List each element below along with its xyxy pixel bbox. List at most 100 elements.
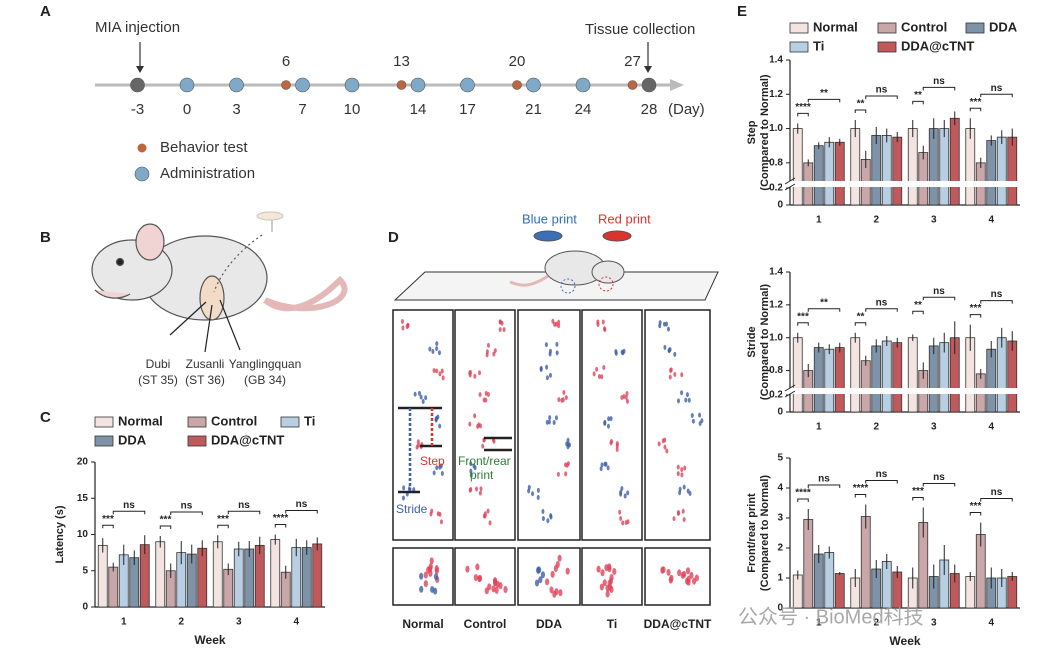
sig-bracket: [865, 95, 898, 99]
footprint: [419, 585, 424, 593]
footprint: [680, 390, 684, 396]
footprint: [478, 490, 482, 496]
y-axis-label: Stride: [746, 326, 758, 357]
y-tick-label: 20: [77, 457, 89, 468]
timeline-day-label: 13: [393, 53, 410, 70]
footprint: [503, 585, 508, 593]
footprint: [473, 465, 477, 471]
legend-label: DDA: [118, 432, 147, 447]
bar: [155, 541, 166, 608]
footprint: [623, 493, 627, 499]
bar: [939, 128, 950, 206]
footprint: [565, 567, 570, 575]
footprint: [421, 399, 425, 405]
y-tick-label: 1.0: [769, 332, 783, 343]
footprint: [677, 569, 682, 577]
footprint: [438, 464, 442, 470]
bar: [813, 145, 824, 206]
bar: [803, 519, 814, 609]
footprint: [400, 319, 404, 325]
footprint: [554, 415, 558, 421]
footprint: [423, 580, 428, 588]
footprint: [619, 491, 623, 497]
sig-label: ***: [102, 514, 114, 525]
y-tick-label: 1.4: [769, 55, 783, 66]
footprint: [566, 437, 570, 443]
timeline-day-label: 6: [282, 53, 290, 70]
timeline-day-label: 3: [232, 101, 240, 118]
footprint: [435, 368, 439, 374]
footprint: [432, 470, 436, 476]
legend-swatch: [877, 41, 897, 53]
acupoint-name: Yanglingquan: [229, 357, 302, 371]
footprint: [624, 520, 628, 526]
y-tick-label: 0: [777, 603, 783, 614]
footprint: [562, 390, 566, 396]
footprint: [483, 511, 487, 517]
bar: [892, 342, 903, 413]
timeline-point: [526, 77, 541, 93]
sig-bracket: [807, 484, 841, 488]
bar: [907, 337, 918, 413]
footprint: [592, 371, 596, 377]
legend-swatch: [280, 416, 300, 428]
footprint: [485, 352, 489, 358]
footprint: [680, 467, 684, 473]
timeline-day-label: 27: [624, 53, 641, 70]
sig-label: ns: [181, 501, 193, 512]
gait-label: Red print: [598, 211, 651, 226]
footprint: [614, 350, 618, 356]
bar: [254, 544, 265, 608]
footprint: [673, 372, 677, 378]
sig-bracket: [922, 296, 956, 301]
x-tick-label: 1: [816, 215, 822, 226]
timeline-point: [229, 77, 244, 93]
sig-bracket: [807, 98, 841, 103]
sig-bracket: [854, 109, 867, 113]
panel-letter: E: [737, 3, 747, 20]
footprint: [475, 486, 479, 492]
legend-marker: [134, 166, 150, 182]
axis-break-mark: [784, 177, 796, 185]
sig-label: ***: [970, 501, 982, 512]
x-axis-label: Week: [194, 633, 225, 647]
footprint: [658, 320, 662, 326]
sig-bracket: [980, 93, 1013, 98]
timeline-point: [344, 77, 360, 93]
sig-bracket: [865, 480, 898, 484]
legend-label: Control: [211, 413, 257, 428]
bar: [197, 547, 208, 608]
footprint: [492, 577, 498, 585]
bar: [1007, 340, 1018, 413]
bar: [233, 548, 244, 608]
gait-panel: [392, 309, 711, 606]
footprint: [438, 423, 442, 429]
sig-label: **: [857, 311, 865, 322]
footprint: [536, 566, 542, 574]
footprint: [527, 488, 531, 494]
timeline-point: [281, 80, 291, 90]
footprint: [558, 589, 563, 597]
footprint: [473, 574, 478, 582]
footprint: [666, 568, 671, 576]
footprint: [551, 318, 555, 324]
bar: [871, 135, 882, 206]
bar: [792, 337, 803, 413]
footprint: [678, 490, 682, 496]
footprint: [549, 586, 554, 594]
footprint: [564, 471, 568, 477]
bar: [792, 128, 803, 206]
gait-group-label: Normal: [402, 617, 443, 631]
y-tick-label: 0: [777, 200, 783, 211]
footprint: [621, 520, 625, 526]
bar: [860, 360, 871, 413]
footprint: [557, 554, 562, 562]
footprint: [486, 391, 490, 397]
bar: [881, 340, 892, 413]
footprint: [432, 587, 438, 595]
footprint: [415, 444, 419, 450]
bar: [834, 573, 845, 609]
x-tick-label: 3: [931, 422, 937, 433]
footprint: [676, 471, 680, 477]
footprint: [437, 350, 441, 356]
